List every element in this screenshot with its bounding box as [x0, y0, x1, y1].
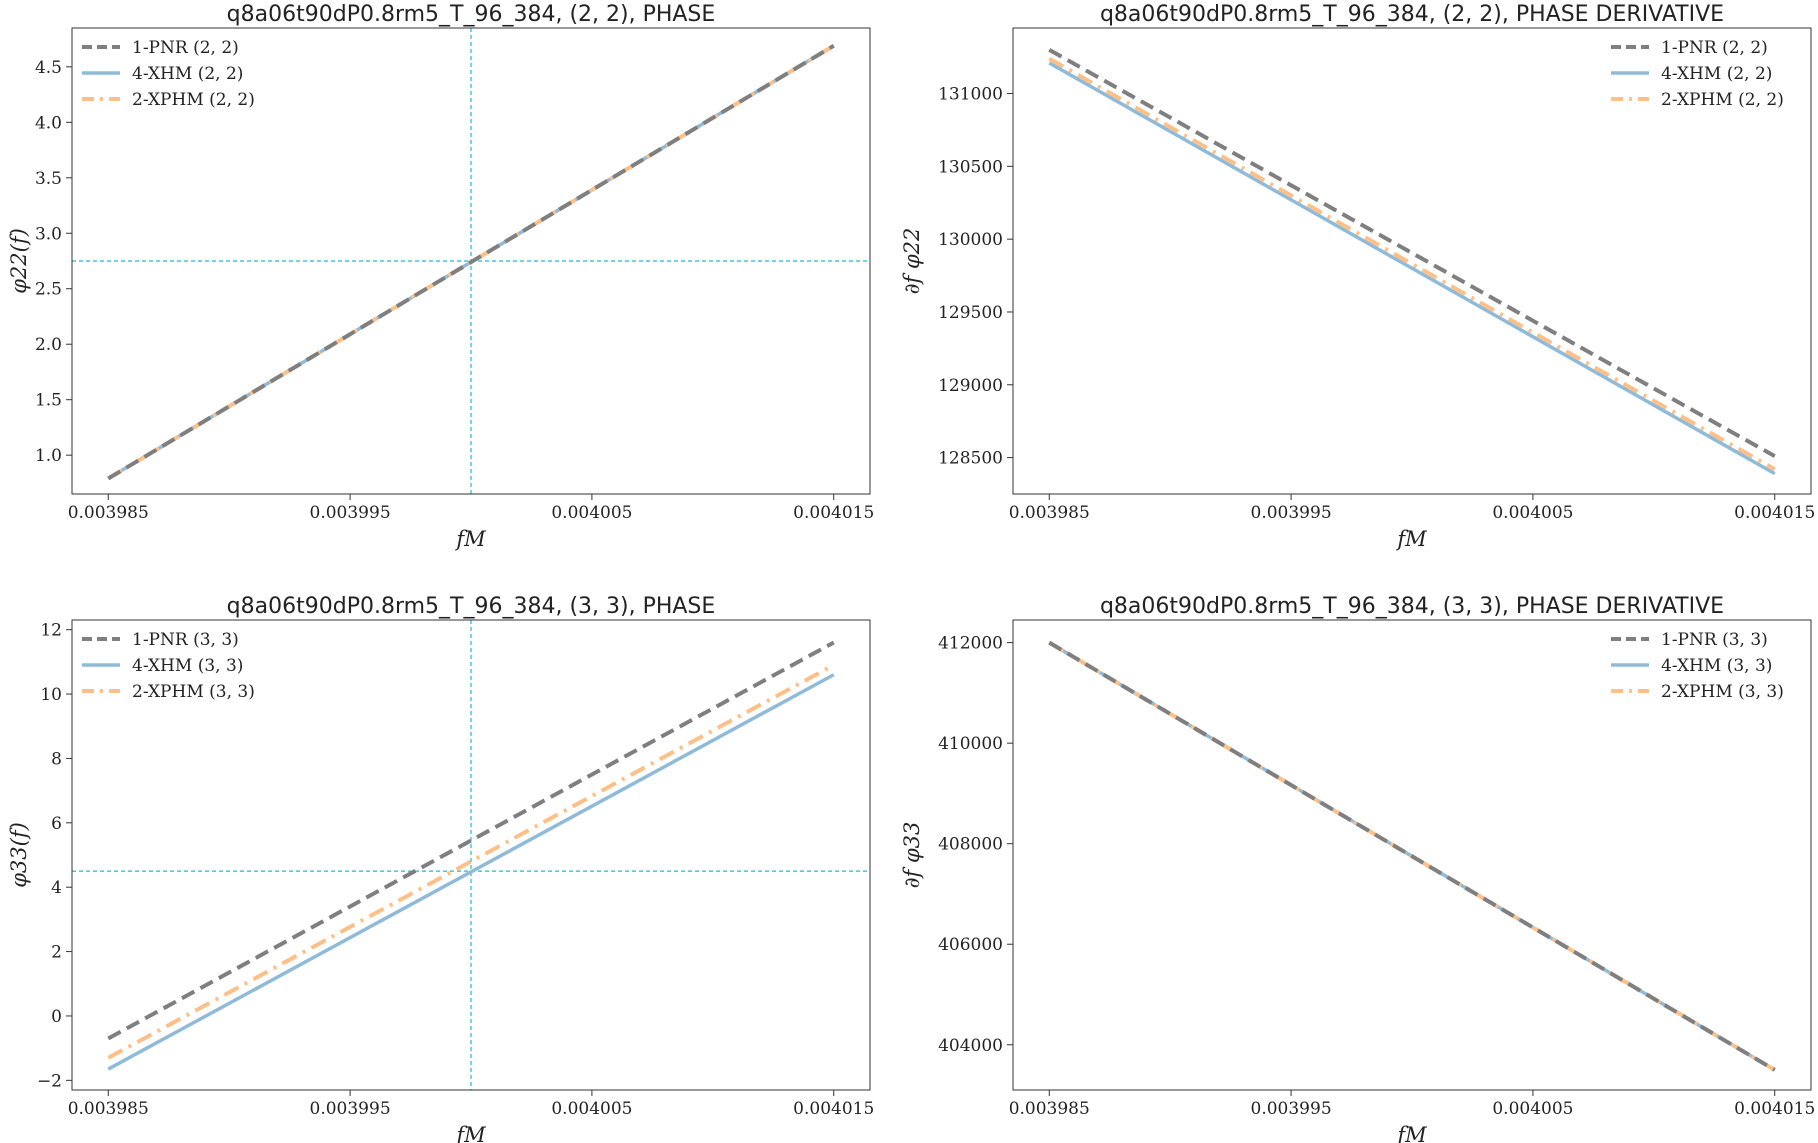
y-tick-label: 410000 — [938, 734, 1003, 754]
y-tick-label: 1.5 — [35, 391, 62, 411]
y-axis-label: ∂f φ22 — [900, 228, 924, 295]
legend-label: 1-PNR (3, 3) — [132, 630, 239, 650]
chart-title: q8a06t90dP0.8rm5_T_96_384, (2, 2), PHASE — [227, 2, 716, 27]
y-tick-label: 3.5 — [35, 169, 62, 189]
series-line-pnr — [1048, 48, 1776, 458]
x-axis-label: fM — [454, 527, 486, 551]
chart-title: q8a06t90dP0.8rm5_T_96_384, (3, 3), PHASE… — [1100, 594, 1724, 619]
x-tick-label: 0.003995 — [310, 503, 391, 523]
legend: 1-PNR (3, 3) 4-XHM (3, 3) 2-XPHM (3, 3) — [82, 630, 255, 702]
x-tick-label: 0.003995 — [1251, 503, 1332, 523]
legend: 1-PNR (2, 2) 4-XHM (2, 2) 2-XPHM (2, 2) — [1611, 38, 1784, 110]
plot-frame — [71, 619, 871, 1091]
chart-panel-1: q8a06t90dP0.8rm5_T_96_384, (2, 2), PHASE… — [7, 2, 874, 551]
x-tick-label: 0.004015 — [793, 1099, 874, 1119]
x-tick-label: 0.004005 — [1492, 503, 1573, 523]
y-tick-label: 412000 — [938, 634, 1003, 654]
legend-label: 4-XHM (2, 2) — [1661, 64, 1772, 84]
x-tick-label: 0.004005 — [551, 503, 632, 523]
x-tick-label: 0.003985 — [1009, 503, 1090, 523]
y-tick-label: 3.0 — [35, 224, 62, 244]
y-tick-label: 2.0 — [35, 335, 62, 355]
y-axis-label: ∂f φ33 — [900, 822, 924, 889]
y-tick-label: 404000 — [938, 1036, 1003, 1056]
y-tick-label: 12 — [40, 621, 62, 641]
y-axis-label: φ22(f) — [7, 228, 31, 294]
y-tick-label: 129500 — [938, 303, 1003, 323]
legend-label: 4-XHM (2, 2) — [132, 64, 243, 84]
series-line-xphm — [107, 663, 835, 1060]
legend-label: 1-PNR (2, 2) — [132, 38, 239, 58]
x-axis-label: fM — [454, 1123, 486, 1143]
y-tick-label: 130000 — [938, 230, 1003, 250]
legend: 1-PNR (3, 3) 4-XHM (3, 3) 2-XPHM (3, 3) — [1611, 630, 1784, 702]
chart-title: q8a06t90dP0.8rm5_T_96_384, (3, 3), PHASE — [227, 594, 716, 619]
y-tick-label: 131000 — [938, 85, 1003, 105]
x-tick-label: 0.004015 — [793, 503, 874, 523]
plot-frame — [71, 27, 871, 495]
legend-label: 2-XPHM (2, 2) — [1661, 90, 1784, 110]
x-tick-label: 0.003985 — [68, 1099, 149, 1119]
legend-label: 2-XPHM (3, 3) — [132, 682, 255, 702]
x-axis-label: fM — [1395, 1123, 1427, 1143]
chart-panel-2: q8a06t90dP0.8rm5_T_96_384, (2, 2), PHASE… — [900, 2, 1815, 551]
y-tick-label: 130500 — [938, 157, 1003, 177]
series-line-xhm — [107, 673, 835, 1071]
y-tick-label: 6 — [51, 814, 62, 834]
legend: 1-PNR (2, 2) 4-XHM (2, 2) 2-XPHM (2, 2) — [82, 38, 255, 110]
y-tick-label: 1.0 — [35, 446, 62, 466]
series-line-pnr — [107, 44, 835, 481]
y-tick-label: 128500 — [938, 449, 1003, 469]
y-axis-label: φ33(f) — [7, 822, 31, 888]
plot-frame — [1012, 619, 1812, 1091]
legend-label: 1-PNR (2, 2) — [1661, 38, 1768, 58]
legend-label: 1-PNR (3, 3) — [1661, 630, 1768, 650]
y-tick-label: 4.0 — [35, 113, 62, 133]
series-line-xhm — [1048, 61, 1776, 476]
y-tick-label: −2 — [37, 1071, 62, 1091]
y-tick-label: 129000 — [938, 376, 1003, 396]
series-line-pnr — [1048, 640, 1776, 1072]
y-tick-label: 8 — [51, 749, 62, 769]
x-tick-label: 0.003985 — [68, 503, 149, 523]
x-tick-label: 0.003995 — [310, 1099, 391, 1119]
y-tick-label: 10 — [40, 685, 62, 705]
y-tick-label: 2.5 — [35, 280, 62, 300]
y-tick-label: 0 — [51, 1007, 62, 1027]
legend-label: 2-XPHM (3, 3) — [1661, 682, 1784, 702]
x-tick-label: 0.003985 — [1009, 1099, 1090, 1119]
chart-title: q8a06t90dP0.8rm5_T_96_384, (2, 2), PHASE… — [1100, 2, 1724, 27]
x-tick-label: 0.004015 — [1734, 503, 1815, 523]
x-tick-label: 0.004015 — [1734, 1099, 1815, 1119]
x-tick-label: 0.003995 — [1251, 1099, 1332, 1119]
chart-panel-3: q8a06t90dP0.8rm5_T_96_384, (3, 3), PHASE… — [7, 594, 874, 1143]
x-tick-label: 0.004005 — [551, 1099, 632, 1119]
legend-label: 2-XPHM (2, 2) — [132, 90, 255, 110]
series-line-xphm — [1048, 56, 1776, 471]
legend-label: 4-XHM (3, 3) — [1661, 656, 1772, 676]
y-tick-label: 406000 — [938, 935, 1003, 955]
series-line-pnr — [107, 640, 835, 1041]
y-tick-label: 2 — [51, 943, 62, 963]
chart-panel-4: q8a06t90dP0.8rm5_T_96_384, (3, 3), PHASE… — [900, 594, 1815, 1143]
legend-label: 4-XHM (3, 3) — [132, 656, 243, 676]
y-tick-label: 4.5 — [35, 58, 62, 78]
x-tick-label: 0.004005 — [1492, 1099, 1573, 1119]
y-tick-label: 408000 — [938, 835, 1003, 855]
plot-frame — [1012, 27, 1812, 495]
y-tick-label: 4 — [51, 878, 62, 898]
x-axis-label: fM — [1395, 527, 1427, 551]
